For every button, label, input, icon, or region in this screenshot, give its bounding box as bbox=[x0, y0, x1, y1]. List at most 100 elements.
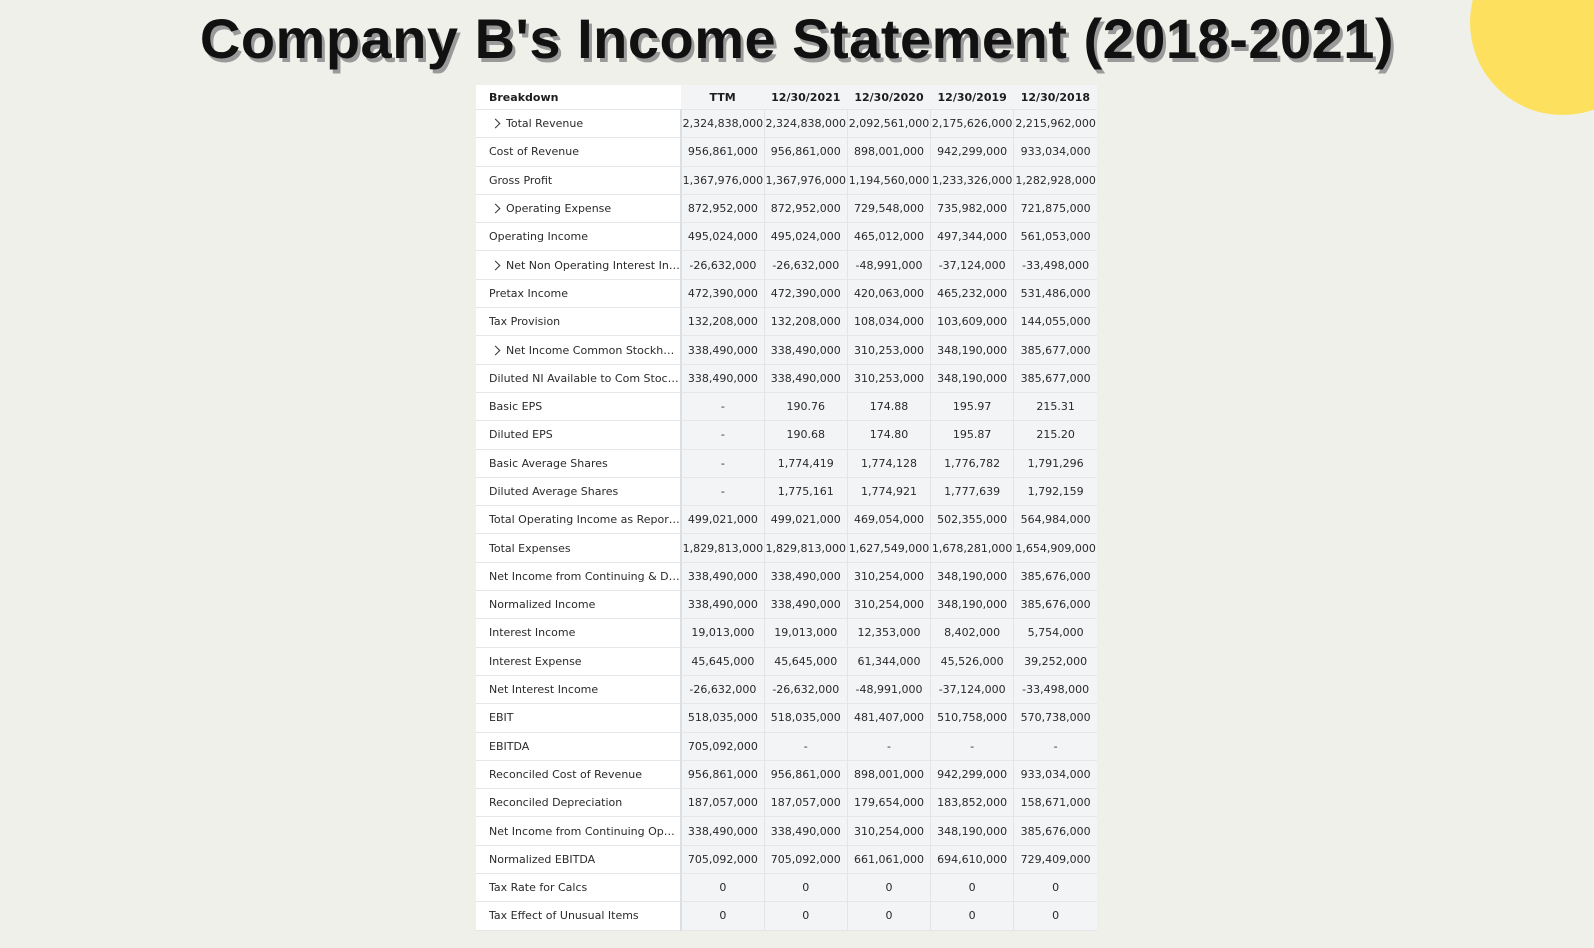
value-cell: 348,190,000 bbox=[930, 364, 1014, 393]
chevron-right-icon[interactable] bbox=[490, 203, 501, 214]
value-cell: 310,254,000 bbox=[846, 816, 931, 846]
value-cell: 0 bbox=[846, 901, 931, 931]
value-cell: - bbox=[1013, 732, 1097, 761]
value-cell: -26,632,000 bbox=[763, 675, 848, 705]
value-cell: 1,774,921 bbox=[846, 477, 931, 507]
value-cell: 0 bbox=[763, 873, 848, 903]
value-cell: -37,124,000 bbox=[930, 675, 1014, 705]
value-cell: 385,676,000 bbox=[1013, 562, 1097, 592]
value-cell: 495,024,000 bbox=[681, 222, 765, 252]
value-cell: 338,490,000 bbox=[681, 590, 765, 620]
row-label-cell[interactable]: Net Non Operating Interest Inc... bbox=[476, 250, 683, 280]
value-cell: 561,053,000 bbox=[1013, 222, 1097, 252]
table-body: Total Revenue 2,324,838,000 2,324,838,000 2… bbox=[476, 109, 1097, 931]
table-row: Diluted NI Available to Com Stock... 338,… bbox=[476, 364, 1097, 393]
value-cell: 956,861,000 bbox=[681, 137, 765, 167]
value-cell: 469,054,000 bbox=[846, 505, 931, 535]
value-cell: 1,774,419 bbox=[763, 449, 848, 478]
column-header-breakdown: Breakdown bbox=[476, 85, 682, 110]
value-cell: 338,490,000 bbox=[763, 816, 848, 846]
value-cell: 183,852,000 bbox=[930, 788, 1014, 818]
row-label-cell[interactable]: Total Revenue bbox=[476, 109, 683, 139]
row-label-cell[interactable]: Operating Expense bbox=[476, 194, 683, 224]
value-cell: 385,676,000 bbox=[1013, 816, 1097, 846]
value-cell: - bbox=[930, 732, 1014, 761]
value-cell: 1,233,326,000 bbox=[930, 166, 1014, 195]
chevron-right-icon[interactable] bbox=[490, 260, 501, 271]
table-row: Gross Profit 1,367,976,000 1,367,976,000 1,… bbox=[476, 166, 1097, 195]
row-label: Operating Expense bbox=[506, 202, 612, 216]
row-label-cell[interactable]: Net Income Common Stockhold... bbox=[476, 335, 683, 365]
row-label: Diluted Average Shares bbox=[489, 485, 619, 498]
table-row: Reconciled Depreciation 187,057,000 187,05… bbox=[476, 788, 1097, 818]
value-cell: 338,490,000 bbox=[681, 816, 765, 846]
column-header-2018: 12/30/2018 bbox=[1013, 85, 1097, 110]
value-cell: - bbox=[681, 420, 765, 450]
value-cell: 0 bbox=[846, 873, 931, 903]
table-row: Normalized EBITDA 705,092,000 705,092,000 6… bbox=[476, 845, 1097, 875]
value-cell: 2,215,962,000 bbox=[1013, 109, 1097, 139]
row-label-cell: Tax Effect of Unusual Items bbox=[476, 901, 683, 931]
row-label-cell: Diluted Average Shares bbox=[476, 477, 683, 507]
table-row: Normalized Income 338,490,000 338,490,000 3… bbox=[476, 590, 1097, 620]
table-row: Tax Provision 132,208,000 132,208,000 108,0… bbox=[476, 307, 1097, 337]
value-cell: 215.20 bbox=[1013, 420, 1097, 450]
value-cell: 1,194,560,000 bbox=[846, 166, 931, 195]
chevron-right-icon[interactable] bbox=[490, 345, 501, 355]
value-cell: 39,252,000 bbox=[1013, 647, 1097, 676]
row-label-cell: EBIT bbox=[476, 703, 683, 733]
value-cell: 385,677,000 bbox=[1013, 335, 1097, 365]
column-header-2020: 12/30/2020 bbox=[847, 85, 931, 110]
value-cell: 19,013,000 bbox=[763, 618, 848, 648]
value-cell: 45,645,000 bbox=[681, 647, 765, 676]
table-row[interactable]: Net Non Operating Interest Inc... -26,632… bbox=[476, 250, 1097, 280]
row-label: Diluted EPS bbox=[489, 428, 553, 442]
value-cell: 1,654,909,000 bbox=[1013, 533, 1097, 563]
row-label-cell: Tax Rate for Calcs bbox=[476, 873, 683, 903]
table-row: Basic EPS -190.76 174.88 195.97 215.31 bbox=[476, 392, 1097, 422]
value-cell: - bbox=[681, 392, 765, 422]
table-row[interactable]: Total Revenue 2,324,838,000 2,324,838,000 2… bbox=[476, 109, 1097, 139]
table-row: Interest Expense 45,645,000 45,645,000 61,3… bbox=[476, 647, 1097, 676]
row-label: EBITDA bbox=[489, 739, 530, 753]
table-row: Cost of Revenue 956,861,000 956,861,000 898… bbox=[476, 137, 1097, 167]
value-cell: 179,654,000 bbox=[846, 788, 931, 818]
value-cell: 1,775,161 bbox=[763, 477, 848, 507]
value-cell: 195.97 bbox=[930, 392, 1014, 422]
value-cell: -26,632,000 bbox=[681, 250, 765, 280]
table-row[interactable]: Net Income Common Stockhold... 338,490,00… bbox=[476, 335, 1097, 365]
value-cell: 144,055,000 bbox=[1013, 307, 1097, 337]
column-header-ttm: TTM bbox=[681, 85, 765, 110]
value-cell: 338,490,000 bbox=[763, 335, 848, 365]
value-cell: 481,407,000 bbox=[846, 703, 931, 733]
value-cell: 570,738,000 bbox=[1013, 703, 1097, 733]
value-cell: 1,777,639 bbox=[930, 477, 1014, 507]
table-row: Net Income from Continuing Oper... 338,49… bbox=[476, 816, 1097, 846]
value-cell: 174.88 bbox=[846, 392, 931, 422]
value-cell: 1,367,976,000 bbox=[681, 166, 765, 195]
value-cell: 108,034,000 bbox=[846, 307, 931, 337]
value-cell: 694,610,000 bbox=[930, 845, 1014, 875]
row-label: Cost of Revenue bbox=[489, 145, 579, 159]
value-cell: 465,232,000 bbox=[930, 279, 1014, 309]
table-row[interactable]: Operating Expense 872,952,000 872,952,000 7… bbox=[476, 194, 1097, 224]
row-label-cell: Net Income from Continuing & Dis... bbox=[476, 562, 683, 592]
header-row: Breakdown TTM 12/30/2021 12/30/2020 12/3… bbox=[476, 85, 1097, 110]
value-cell: 729,548,000 bbox=[846, 194, 931, 224]
value-cell: 956,861,000 bbox=[763, 137, 848, 167]
row-label-cell: Reconciled Depreciation bbox=[476, 788, 683, 818]
value-cell: 195.87 bbox=[930, 420, 1014, 450]
value-cell: 872,952,000 bbox=[763, 194, 848, 224]
value-cell: 1,829,813,000 bbox=[681, 533, 765, 563]
value-cell: 933,034,000 bbox=[1013, 137, 1097, 167]
value-cell: 190.76 bbox=[763, 392, 848, 422]
value-cell: 2,092,561,000 bbox=[846, 109, 931, 139]
row-label: Interest Income bbox=[489, 626, 576, 640]
value-cell: 564,984,000 bbox=[1013, 505, 1097, 535]
value-cell: 0 bbox=[1013, 901, 1097, 931]
value-cell: 956,861,000 bbox=[763, 760, 848, 790]
row-label: Net Non Operating Interest Inc... bbox=[506, 258, 682, 272]
chevron-right-icon[interactable] bbox=[490, 118, 501, 129]
value-cell: 1,282,928,000 bbox=[1013, 166, 1097, 195]
value-cell: 8,402,000 bbox=[930, 618, 1014, 648]
